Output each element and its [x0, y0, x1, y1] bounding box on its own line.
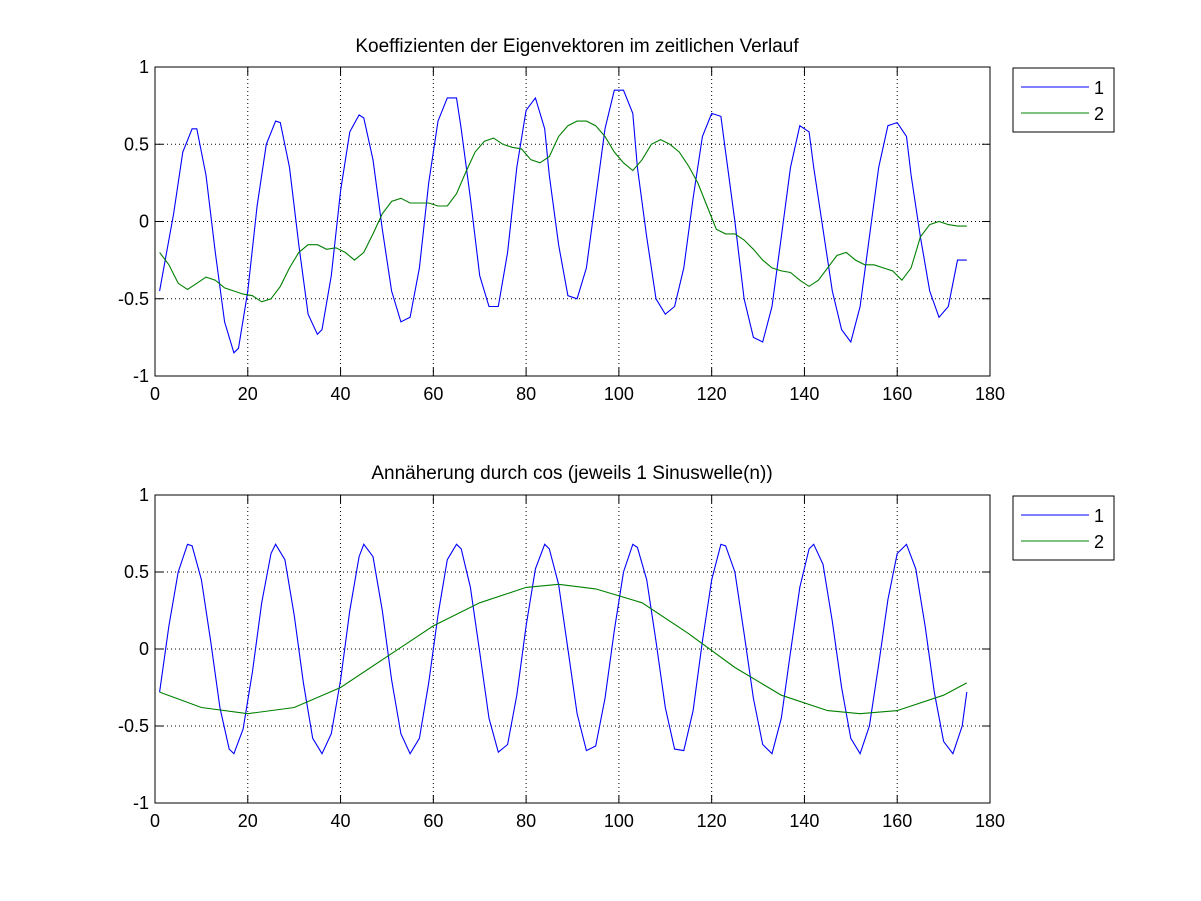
subplot-bottom-title: Annäherung durch cos (jeweils 1 Sinuswel… [371, 463, 772, 484]
y-tick-label: 0.5 [124, 134, 149, 154]
x-tick-label: 120 [697, 384, 727, 404]
y-tick-label: -1 [133, 366, 149, 386]
x-tick-label: 100 [604, 384, 634, 404]
y-tick-label: 1 [139, 57, 149, 77]
axes-frame [154, 494, 991, 804]
x-tick-label: 100 [604, 811, 634, 831]
y-tick-label: 0 [139, 212, 149, 232]
x-tick-label: 0 [150, 384, 160, 404]
legend-label: 1 [1094, 506, 1104, 526]
y-tick-label: -0.5 [118, 716, 149, 736]
legend: 12 [1012, 67, 1115, 133]
x-tick-label: 40 [331, 384, 351, 404]
x-tick-label: 0 [150, 811, 160, 831]
x-tick-label: 140 [789, 384, 819, 404]
legend-box [1012, 495, 1115, 561]
x-tick-label: 140 [789, 811, 819, 831]
legend-label: 2 [1094, 532, 1104, 552]
legend-label: 2 [1094, 104, 1104, 124]
x-tick-label: 80 [516, 811, 536, 831]
axes-background [155, 495, 990, 803]
y-tick-label: 0.5 [124, 562, 149, 582]
axes-background [155, 67, 990, 376]
x-tick-label: 20 [238, 811, 258, 831]
series-line-2 [159, 120, 967, 303]
x-tick-label: 60 [423, 384, 443, 404]
y-tick-label: 0 [139, 639, 149, 659]
axes-frame [154, 66, 991, 377]
x-tick-label: 80 [516, 384, 536, 404]
x-tick-label: 60 [423, 811, 443, 831]
x-tick-label: 180 [975, 811, 1005, 831]
legend-box [1012, 67, 1115, 133]
y-tick-label: 1 [139, 485, 149, 505]
legend-label: 1 [1094, 78, 1104, 98]
legend: 12 [1012, 495, 1115, 561]
series-line-2 [159, 583, 968, 715]
x-tick-label: 160 [882, 811, 912, 831]
x-tick-label: 180 [975, 384, 1005, 404]
x-tick-label: 20 [238, 384, 258, 404]
subplot-top-title: Koeffizienten der Eigenvektoren im zeitl… [355, 36, 799, 57]
y-tick-label: -1 [133, 793, 149, 813]
x-tick-label: 160 [882, 384, 912, 404]
series-line-1 [159, 89, 967, 354]
x-tick-label: 40 [331, 811, 351, 831]
y-tick-label: -0.5 [118, 289, 149, 309]
x-tick-label: 120 [697, 811, 727, 831]
